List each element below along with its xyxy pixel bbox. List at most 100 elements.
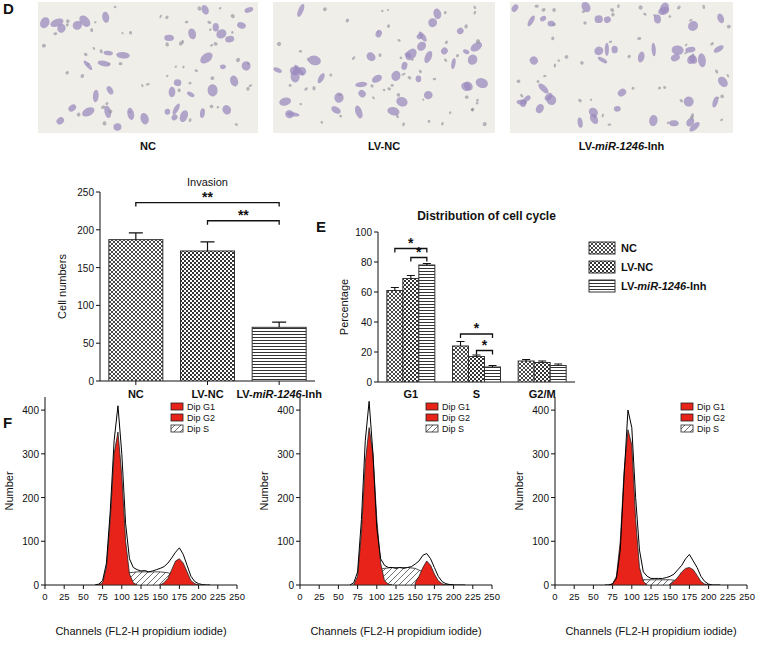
cell [210,44,214,47]
error-bar [538,361,546,363]
x-tick [434,585,435,589]
cell [353,105,364,120]
x-tick [160,585,161,589]
phase-area [670,568,708,585]
y-tick [41,453,45,454]
y-tick [296,497,300,498]
cell [403,46,419,62]
cell [427,119,431,123]
phase-area [415,561,453,585]
error-bar [457,342,465,347]
y-tick [551,541,555,542]
y-tick [41,585,45,586]
cell [241,60,251,71]
cell [351,56,356,61]
cell [372,96,376,100]
y-axis [45,397,46,585]
cell [169,87,176,98]
cell [181,40,184,44]
x-tick-label: 150 [662,591,678,602]
cell [637,51,646,63]
x-tick [83,585,84,589]
y-label: Number [3,471,15,510]
cell [94,21,97,24]
x-tick [376,585,377,589]
legend-label: NC [621,242,637,254]
cell [174,65,177,68]
x-tick-label: 150 [152,591,168,602]
y-axis [300,397,301,585]
bars [387,264,566,383]
cell [648,114,658,127]
cell [182,65,185,69]
cell [716,13,726,25]
y-tick [96,305,100,306]
bar [252,327,306,381]
x-tick [319,585,320,589]
cell [686,19,700,33]
x-tick [651,585,652,589]
cell [577,117,583,128]
cell [128,31,132,35]
cell [519,93,524,98]
cell [583,21,588,26]
cell [609,7,615,13]
cell [185,20,189,23]
y-tick-label: 300 [532,449,549,460]
cell [304,87,309,92]
cell [467,53,479,65]
x-tick-label: 175 [426,591,442,602]
cell [213,23,219,32]
cell [234,123,238,127]
cell [186,90,195,98]
x-label: Channels (FL2-H propidium iodide) [310,625,481,637]
cell [528,55,539,66]
cell [470,107,475,111]
cell [71,19,83,31]
cell [387,106,401,117]
x-tick-label: 50 [588,591,599,602]
cell [164,35,174,42]
x-tick [689,585,690,589]
cell [209,28,213,32]
cell [473,5,477,9]
y-tick [41,410,45,411]
cell [535,5,539,8]
x-tick [708,585,709,589]
cell [312,86,316,91]
y-tick [96,267,100,268]
cell [714,69,719,74]
legend-swatch [171,425,183,432]
cell [476,39,481,44]
cell [473,10,477,15]
cell [387,87,392,92]
x-tick-label: 225 [210,591,226,602]
cell [307,54,322,66]
cell [382,88,385,91]
y-tick-label: 400 [22,405,39,416]
x-tick [237,585,238,589]
cell [443,58,447,63]
error-bar [391,288,399,291]
x-tick-label: NC [128,388,144,400]
cell [339,114,343,117]
y-tick [96,381,100,382]
x-tick-label: LV-NC [191,388,223,400]
cell [357,88,367,98]
x-tick-label: 100 [114,591,130,602]
cell [422,99,424,101]
cell [90,28,93,32]
panel-label: E [316,218,326,235]
x-tick-label: 125 [133,591,149,602]
cell [611,12,616,17]
y-tick-label: 250 [77,187,94,198]
title: Invasion [187,176,228,188]
error-bar [473,355,481,357]
micrograph-bg [510,2,733,133]
y-tick [551,453,555,454]
cell [187,28,197,41]
x-tick-label: 50 [78,591,89,602]
cell [197,6,203,12]
cell [248,84,253,88]
x-tick-label: 200 [701,591,717,602]
